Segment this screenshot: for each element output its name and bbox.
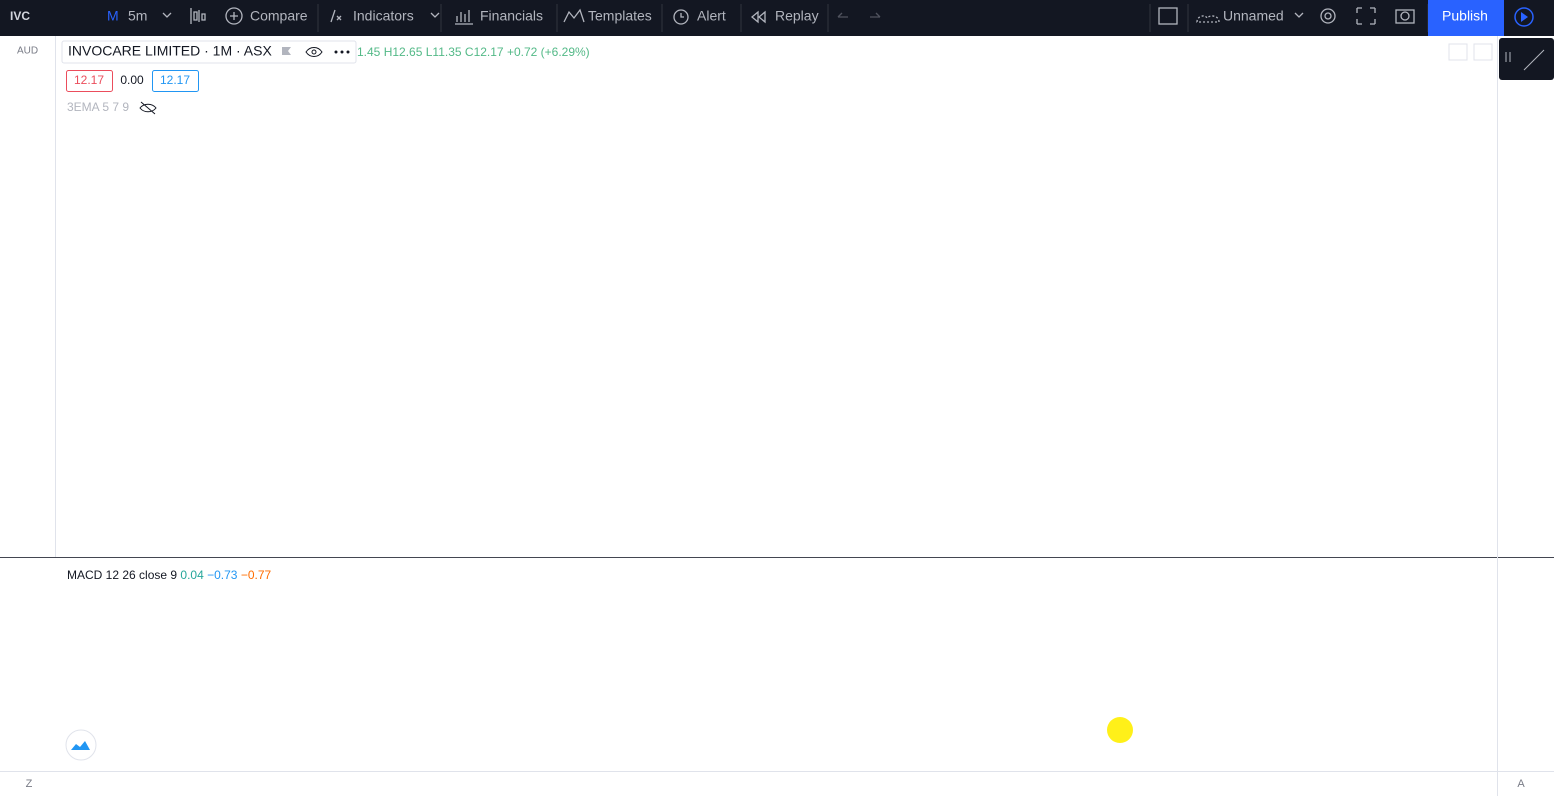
- scale-z[interactable]: Z: [26, 778, 33, 790]
- compare[interactable]: Compare: [250, 8, 308, 24]
- logo[interactable]: [65, 729, 97, 761]
- signal-value: −0.77: [241, 568, 272, 582]
- macd-title: MACD 12 26 close 9: [67, 568, 177, 582]
- replay[interactable]: Replay: [775, 8, 819, 24]
- bid: 12.17: [74, 73, 104, 87]
- templates[interactable]: Templates: [588, 8, 652, 24]
- legend-icons: [282, 47, 350, 57]
- hidden-eye-icon[interactable]: [139, 101, 157, 115]
- change: +0.72 (+6.29%): [507, 45, 590, 59]
- scroll-button[interactable]: [1448, 43, 1468, 61]
- ask-box[interactable]: [152, 70, 199, 92]
- low: L11.35: [426, 45, 462, 59]
- symbol[interactable]: IVC: [10, 9, 30, 23]
- drawing-toolbar[interactable]: [1499, 38, 1554, 80]
- toolbar: [0, 0, 1554, 36]
- publish-button[interactable]: [1428, 0, 1504, 36]
- hist-value: 0.04: [180, 568, 204, 582]
- indicators[interactable]: Indicators: [353, 8, 414, 24]
- legend-box[interactable]: [61, 40, 357, 64]
- bid-box[interactable]: [66, 70, 113, 92]
- layout-name[interactable]: Unnamed: [1223, 8, 1284, 24]
- drawing-icons: [1505, 49, 1545, 71]
- play-icon[interactable]: [1514, 7, 1534, 27]
- interval-short[interactable]: M: [107, 8, 119, 24]
- macd-legend: MACD 12 26 close 9 0.04 −0.73 −0.77: [67, 568, 272, 582]
- highlight-drawing[interactable]: [1107, 717, 1133, 743]
- high: H12.65: [384, 45, 423, 59]
- spread: 0.00: [120, 73, 144, 87]
- ask: 12.17: [160, 73, 190, 87]
- legend-title: INVOCARE LIMITED · 1M · ASX: [68, 43, 272, 59]
- financials[interactable]: Financials: [480, 8, 543, 24]
- alert[interactable]: Alert: [697, 8, 726, 24]
- logo-shape: [71, 741, 90, 750]
- play-triangle: [1521, 12, 1528, 22]
- scale-a[interactable]: A: [1517, 778, 1525, 790]
- publish[interactable]: Publish: [1442, 8, 1488, 24]
- indicator-label: 3EMA 5 7 9: [67, 100, 129, 114]
- macd-value: −0.73: [207, 568, 238, 582]
- maximize-button[interactable]: [1473, 43, 1493, 61]
- close: C12.17: [465, 45, 504, 59]
- open: 1.45: [357, 45, 381, 59]
- legend-ohlc: 1.45 H12.65 L11.35 C12.17 +0.72 (+6.29%): [357, 45, 590, 59]
- currency: AUD: [17, 46, 38, 57]
- interval[interactable]: 5m: [128, 8, 147, 24]
- toolbar-icons: [162, 4, 1429, 32]
